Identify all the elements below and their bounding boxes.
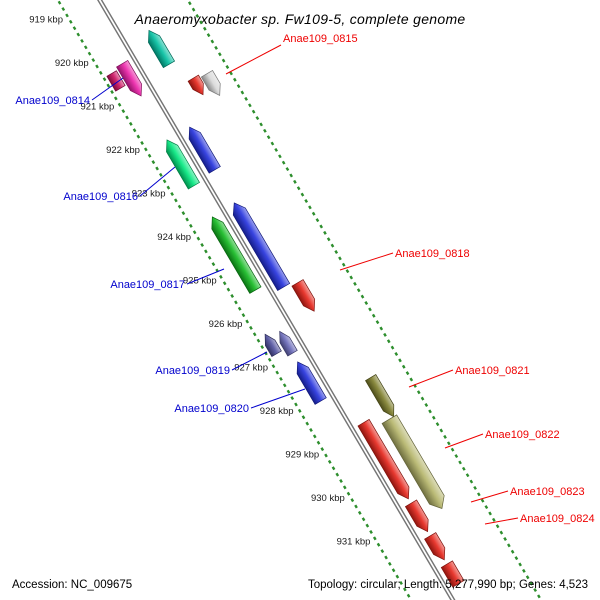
gene-olive-long[interactable] bbox=[381, 414, 449, 513]
gene-label-leader bbox=[139, 166, 176, 197]
gene-olive-short[interactable] bbox=[365, 374, 398, 420]
gene-red-e[interactable] bbox=[440, 560, 465, 588]
accession-text: Accession: NC_009675 bbox=[12, 579, 133, 591]
gene-label-anae109_0815[interactable]: Anae109_0815 bbox=[283, 33, 358, 45]
ruler-dotted-line-left bbox=[42, 0, 451, 600]
ruler-tick-label: 925 kbp bbox=[183, 276, 217, 287]
gene-green-b[interactable] bbox=[207, 214, 262, 294]
gene-label-leader bbox=[339, 252, 394, 271]
gene-label-anae109_0817[interactable]: Anae109_0817 bbox=[110, 279, 185, 291]
gene-red-a[interactable] bbox=[187, 74, 208, 98]
topology-text: Topology: circular; Length: 5,277,990 bp… bbox=[307, 579, 588, 591]
genome-backbone-gap bbox=[73, 0, 482, 600]
gene-pink-bar[interactable] bbox=[106, 70, 126, 92]
gene-slate-outer[interactable] bbox=[260, 331, 282, 358]
gene-label-anae109_0816[interactable]: Anae109_0816 bbox=[63, 191, 138, 203]
gene-label-anae109_0820[interactable]: Anae109_0820 bbox=[174, 403, 249, 415]
ruler-dotted-line-right bbox=[139, 0, 548, 600]
gene-magenta[interactable] bbox=[116, 59, 147, 99]
ruler-tick-label: 929 kbp bbox=[285, 450, 319, 461]
gene-teal[interactable] bbox=[143, 27, 176, 69]
gene-gray[interactable] bbox=[200, 69, 225, 98]
map-title: Anaeromyxobacter sp. Fw109-5, complete g… bbox=[134, 11, 466, 27]
ruler-tick-label: 919 kbp bbox=[29, 14, 63, 25]
ruler-tick-label: 922 kbp bbox=[106, 145, 140, 156]
gene-red-b[interactable] bbox=[291, 279, 320, 315]
ruler-tick-label: 924 kbp bbox=[157, 232, 191, 243]
gene-label-anae109_0824[interactable]: Anae109_0824 bbox=[520, 513, 595, 525]
gene-label-leader bbox=[250, 388, 306, 409]
gene-green-a[interactable] bbox=[161, 137, 200, 190]
gene-label-anae109_0821[interactable]: Anae109_0821 bbox=[455, 365, 530, 377]
ruler-tick-label: 928 kbp bbox=[260, 406, 294, 417]
ruler-tick-label: 927 kbp bbox=[234, 363, 268, 374]
genome-track-group bbox=[42, 0, 548, 600]
ruler-tick-label: 930 kbp bbox=[311, 493, 345, 504]
gene-label-leader bbox=[444, 433, 484, 449]
gene-label-leader bbox=[231, 351, 268, 371]
gene-label-leader bbox=[186, 268, 225, 285]
gene-blue-c[interactable] bbox=[292, 359, 327, 405]
ruler-tick-label: 923 kbp bbox=[132, 189, 166, 200]
gene-label-anae109_0819[interactable]: Anae109_0819 bbox=[155, 365, 230, 377]
gene-label-leader bbox=[470, 490, 509, 503]
gene-red-d[interactable] bbox=[424, 532, 450, 564]
gene-label-leader bbox=[91, 77, 124, 101]
gene-blue-b[interactable] bbox=[228, 199, 291, 291]
gene-label-leader bbox=[408, 369, 454, 388]
gene-red-c[interactable] bbox=[404, 499, 433, 535]
status-bar: Accession: NC_009675 Topology: circular;… bbox=[0, 579, 600, 591]
ruler-tick-label: 926 kbp bbox=[209, 319, 243, 330]
gene-label-anae109_0823[interactable]: Anae109_0823 bbox=[510, 486, 585, 498]
ruler-tick-label: 920 kbp bbox=[55, 58, 89, 69]
ruler-tick-label: 921 kbp bbox=[80, 101, 114, 112]
gene-label-anae109_0814[interactable]: Anae109_0814 bbox=[15, 95, 90, 107]
gene-slate-inner[interactable] bbox=[275, 329, 298, 357]
ruler-tick-label: 931 kbp bbox=[337, 537, 371, 548]
gene-red-long[interactable] bbox=[357, 418, 414, 502]
gene-blue-a[interactable] bbox=[184, 124, 221, 174]
gene-label-anae109_0818[interactable]: Anae109_0818 bbox=[395, 248, 470, 260]
gene-label-leader bbox=[484, 517, 519, 525]
gene-label-leader bbox=[225, 44, 282, 75]
gene-label-anae109_0822[interactable]: Anae109_0822 bbox=[485, 429, 560, 441]
